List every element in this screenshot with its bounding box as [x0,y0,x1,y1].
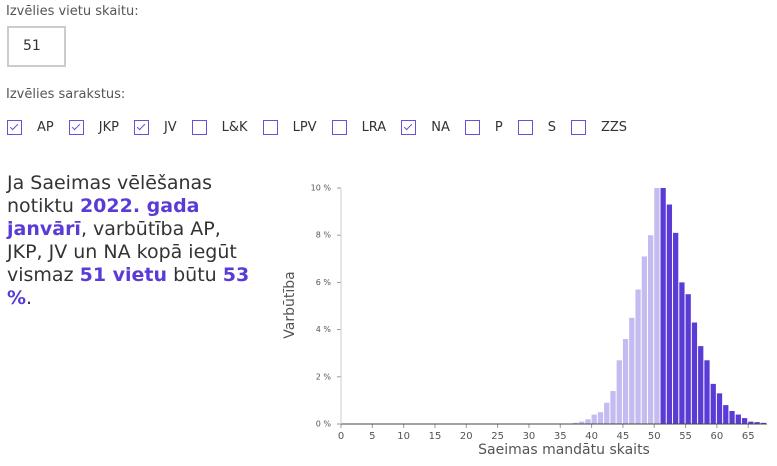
bar [704,360,710,424]
bar [679,282,685,424]
highlight-text: 51 vietu [79,264,168,286]
list-option[interactable]: AP [7,120,54,135]
x-axis-label: Saeimas mandātu skaits [478,442,650,458]
bar [710,383,716,424]
checkbox[interactable] [133,120,149,135]
seats-label: Izvēlies vietu skaitu: [6,4,139,19]
x-tick-label: 20 [460,431,473,442]
y-tick-label: 8 % [316,231,332,240]
bar [673,232,679,424]
bar [629,317,635,424]
bar [585,419,591,424]
checkbox[interactable] [68,120,84,135]
list-option[interactable]: JV [133,120,177,135]
bar [591,414,597,424]
bar [748,421,754,424]
x-tick-label: 5 [369,431,375,442]
lists-label: Izvēlies sarakstus: [6,87,126,102]
bar [735,414,741,424]
bar [579,421,585,424]
highlight-text: 53 % [7,264,250,309]
list-option[interactable]: JKP [68,120,119,135]
bar [572,422,579,424]
x-tick-label: 10 [397,431,410,442]
bar [729,411,735,424]
y-tick-label: 6 % [316,278,332,287]
bar [760,422,766,424]
x-tick-label: 35 [554,431,567,442]
bar [666,204,673,424]
bar [741,418,748,424]
list-label: S [547,120,556,135]
bar [698,346,704,424]
checkbox[interactable] [262,120,278,135]
x-tick-label: 30 [523,431,536,442]
checkbox[interactable] [517,120,533,135]
checkbox[interactable] [191,120,207,135]
bar [610,390,616,424]
checkbox[interactable] [401,120,417,135]
bar [660,188,666,424]
x-tick-label: 0 [338,431,344,442]
x-tick-label: 55 [679,431,692,442]
list-option[interactable]: P [464,120,503,135]
x-tick-label: 45 [617,431,630,442]
bar [654,188,660,424]
list-label: NA [431,120,450,135]
summary-text: Ja Saeimas vēlēšanas notiktu [7,172,213,217]
x-tick-label: 65 [742,431,755,442]
list-label: AP [37,120,54,135]
list-option[interactable]: L&K [191,120,248,135]
lists: AP JKP JV L&K LPV LRA NA P S ZZS [7,120,642,135]
x-tick-label: 40 [585,431,598,442]
bar [691,322,698,424]
checkbox[interactable] [331,120,347,135]
y-axis-label: Varbūtība [282,271,298,338]
list-option[interactable]: S [517,120,556,135]
list-option[interactable]: NA [401,120,450,135]
checkbox[interactable] [7,120,22,135]
bar [641,256,647,424]
x-tick-label: 60 [711,431,724,442]
summary-text: . [26,287,33,309]
list-label: LPV [292,120,317,135]
checkbox[interactable] [570,120,586,135]
list-label: JV [163,120,177,135]
bar [754,422,760,424]
seats-input[interactable]: 51 [7,26,66,67]
x-tick-label: 25 [491,431,504,442]
bar [723,405,729,424]
highlight-text: 2022. gada janvārī [7,195,200,240]
list-label: ZZS [600,120,628,135]
y-tick-label: 10 % [311,184,332,193]
bar [622,339,629,424]
list-option[interactable]: LRA [331,120,387,135]
x-tick-label: 15 [429,431,442,442]
list-option[interactable]: ZZS [570,120,628,135]
bar [616,360,622,424]
y-tick-label: 4 % [316,325,332,334]
list-option[interactable]: LPV [262,120,317,135]
checkbox[interactable] [464,120,480,135]
list-label: L&K [221,120,248,135]
bar [685,294,691,424]
bar [597,412,604,424]
summary: Ja Saeimas vēlēšanas notiktu 2022. gada … [7,172,252,310]
x-tick-label: 50 [648,431,661,442]
y-tick-label: 2 % [316,372,332,381]
summary-text: , varbūtība AP, JKP, JV un NA kopā iegūt… [7,218,237,286]
list-label: LRA [361,120,387,135]
summary-text: būtu [167,264,223,286]
y-tick-label: 0 % [316,420,332,429]
bar [647,235,654,424]
list-label: JKP [98,120,119,135]
bar [604,402,610,424]
bar [716,393,723,424]
bar [635,289,641,424]
list-label: P [494,120,503,135]
